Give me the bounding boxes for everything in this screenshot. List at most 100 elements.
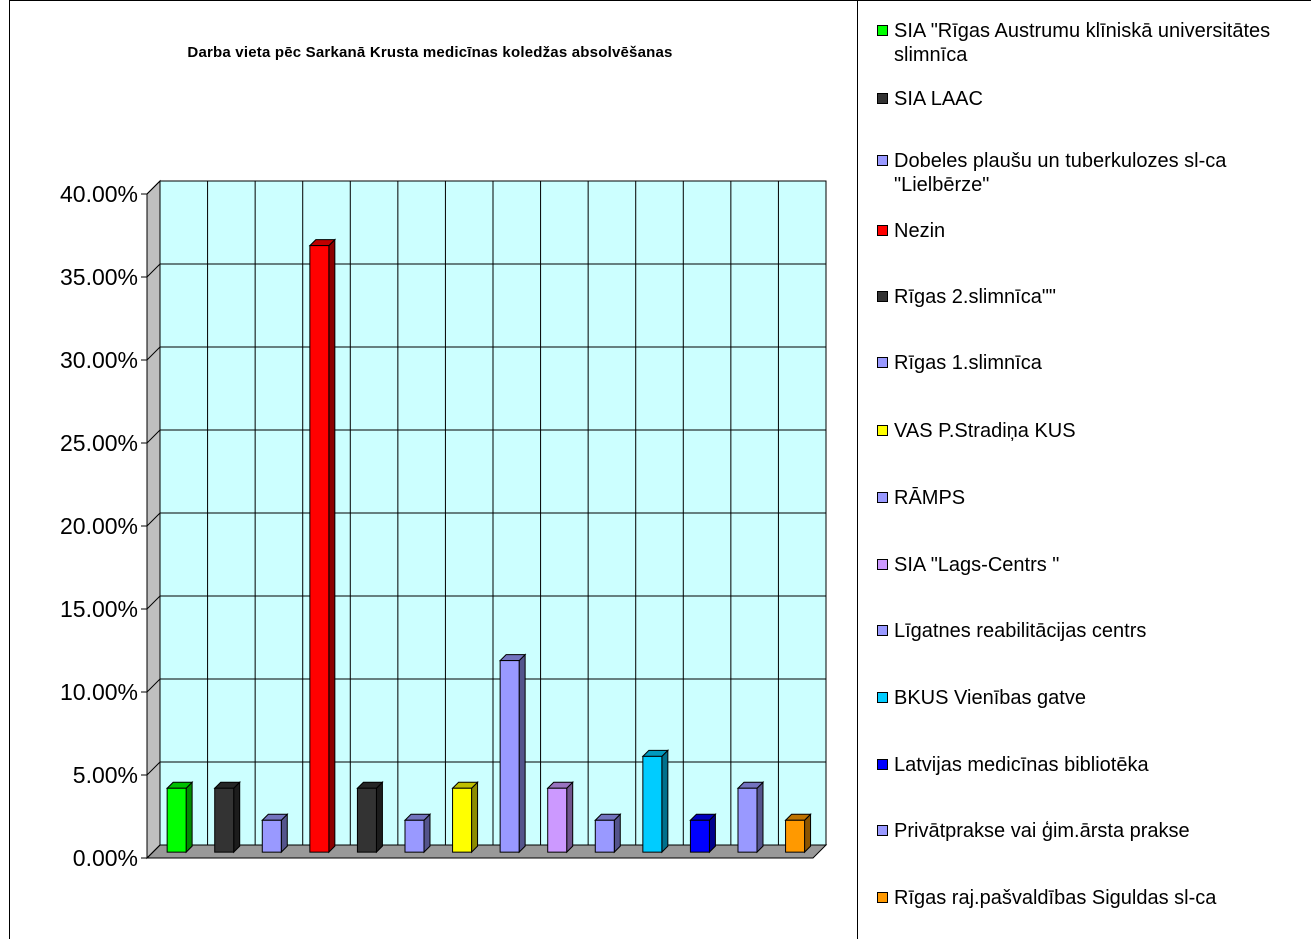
legend-label: Rīgas 2.slimnīca"" [894,286,1057,308]
legend-swatch [877,559,888,570]
legend-swatch [877,425,888,436]
legend-item: VAS P.Stradiņa KUS [877,419,1304,443]
bar-front [261,819,282,853]
legend-swatch [877,25,888,36]
legend-label: Nezin [894,220,946,242]
bar-chart-plot: 0.00% 5.00% 10.00% 15.00% 20.00% 25.00% 30.00%… [60,179,828,871]
bar-front [404,819,425,853]
legend-label: RĀMPS [894,487,966,509]
bar [784,813,812,854]
legend-swatch [877,892,888,903]
legend-label: Privātprakse vai ģim.ārsta prakse [894,820,1190,842]
gridline-side [146,180,161,195]
legend-item: SIA LAAC [877,87,1304,111]
bar-front [594,819,615,853]
gridline-side [146,844,161,859]
bar-front [737,787,758,853]
legend-label: SIA LAAC [894,88,983,110]
legend-label: SIA "Lags-Centrs " [894,554,1060,576]
legend-item: SIA "Lags-Centrs " [877,553,1304,577]
legend-item: Latvijas medicīnas bibliotēka [877,753,1304,777]
bar [546,781,574,854]
legend-swatch [877,225,888,236]
legend-label: Dobeles plaušu un tuberkulozes sl-ca "Li… [894,150,1227,196]
bar-front [452,787,473,853]
legend-item: RĀMPS [877,486,1304,510]
y-axis-tick-label: 15.00% [60,596,138,622]
bar-side [328,238,336,854]
y-axis-tick-label: 10.00% [60,679,138,705]
y-axis-tick-label: 5.00% [73,762,138,788]
chart-legend: SIA "Rīgas Austrumu klīniskā universitāt… [877,0,1311,939]
gridline-side [146,678,161,693]
legend-item: Privātprakse vai ģim.ārsta prakse [877,819,1304,843]
legend-label: Rīgas raj.pašvaldības Siguldas sl-ca [894,887,1217,909]
bar-front [309,245,330,853]
legend-item: Rīgas 2.slimnīca"" [877,285,1304,309]
legend-item: Nezin [877,219,1304,243]
bar-front [356,787,377,853]
bar-side [661,749,669,854]
legend-swatch [877,625,888,636]
legend-swatch [877,759,888,770]
bar-front [689,819,710,853]
bar [498,653,527,854]
bar [356,781,384,854]
bar-front [547,787,568,853]
legend-label: SIA "Rīgas Austrumu klīniskā universitāt… [894,20,1271,66]
bar [594,813,622,854]
legend-swatch [877,825,888,836]
bar [165,781,194,854]
bar-side [566,781,574,854]
legend-divider [857,0,858,939]
bar-side [375,781,383,854]
legend-label: Līgatnes reabilitācijas centrs [894,620,1147,642]
bar [736,781,765,854]
bar-front [785,819,806,853]
legend-item: Rīgas raj.pašvaldības Siguldas sl-ca [877,886,1304,910]
bar [403,813,432,854]
y-axis-tick-label: 25.00% [60,430,138,456]
legend-label: VAS P.Stradiņa KUS [894,420,1076,442]
bar [451,781,479,854]
bar [689,813,717,854]
bar-front [166,787,187,853]
gridline-side [146,761,161,776]
legend-swatch [877,291,888,302]
bar-front [499,660,520,853]
bar [308,238,337,854]
bar-side [518,653,526,854]
legend-swatch [877,492,888,503]
plot-floor [145,844,828,859]
gridline-side [146,346,161,361]
legend-swatch [877,692,888,703]
bar [641,749,670,854]
legend-item: Dobeles plaušu un tuberkulozes sl-ca "Li… [877,149,1304,197]
chart-title: Darba vieta pēc Sarkanā Krusta medicīnas… [187,44,673,61]
y-axis-tick-label: 0.00% [73,845,138,871]
legend-swatch [877,357,888,368]
y-axis-tick-label: 30.00% [60,347,138,373]
gridline-side [146,263,161,278]
legend-swatch [877,155,888,166]
legend-label: Latvijas medicīnas bibliotēka [894,754,1149,776]
outer-border-left [9,0,10,939]
outer-border-top [9,0,1311,1]
legend-label: Rīgas 1.slimnīca [894,352,1042,374]
gridline-side [146,429,161,444]
y-axis-tick-label: 40.00% [60,181,138,207]
gridline-side [146,595,161,610]
gridline-side [146,512,161,527]
bar [213,781,241,854]
bar-front [214,787,235,853]
legend-item: BKUS Vienības gatve [877,686,1304,710]
y-axis-tick-label: 20.00% [60,513,138,539]
bar-side [756,781,764,854]
y-axis-tick-label: 35.00% [60,264,138,290]
legend-swatch [877,93,888,104]
bar-front [642,755,663,853]
legend-item: Līgatnes reabilitācijas centrs [877,619,1304,643]
bar [261,813,289,854]
legend-item: SIA "Rīgas Austrumu klīniskā universitāt… [877,19,1304,67]
